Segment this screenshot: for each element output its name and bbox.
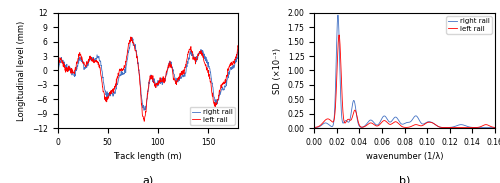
- left rail: [322, 119, 328, 121]
- left rail: [492, 126, 498, 128]
- right rail: [311, 126, 317, 129]
- Line: left rail: left rail: [314, 35, 495, 128]
- Legend: right rail, left rail: right rail, left rail: [190, 107, 235, 125]
- left rail: [176, 79, 182, 81]
- Text: b): b): [399, 175, 410, 183]
- right rail: [176, 77, 182, 79]
- left rail: [191, 59, 197, 61]
- Y-axis label: Longitudinal level (mm): Longitudinal level (mm): [18, 20, 26, 121]
- left rail: [141, 120, 147, 122]
- right rail: [335, 14, 341, 16]
- left rail: [136, 78, 142, 80]
- X-axis label: Track length (m): Track length (m): [114, 152, 182, 161]
- right rail: [448, 126, 454, 128]
- right rail: [191, 57, 197, 59]
- right rail: [136, 74, 142, 76]
- Text: a): a): [142, 175, 154, 183]
- right rail: [54, 70, 60, 73]
- Line: left rail: left rail: [58, 37, 238, 121]
- Legend: right rail, left rail: right rail, left rail: [446, 16, 492, 34]
- left rail: [426, 121, 432, 123]
- left rail: [336, 34, 342, 36]
- left rail: [101, 92, 107, 94]
- right rail: [236, 51, 242, 53]
- right rail: [322, 122, 328, 124]
- left rail: [54, 65, 60, 68]
- Line: right rail: right rail: [58, 38, 238, 110]
- right rail: [129, 37, 135, 39]
- right rail: [426, 121, 432, 123]
- left rail: [448, 126, 454, 129]
- left rail: [128, 36, 134, 38]
- X-axis label: wavenumber (1/λ): wavenumber (1/λ): [366, 152, 444, 161]
- right rail: [421, 123, 427, 125]
- left rail: [456, 126, 462, 129]
- right rail: [86, 60, 92, 62]
- left rail: [416, 124, 422, 127]
- left rail: [162, 77, 168, 80]
- Line: right rail: right rail: [314, 15, 495, 128]
- right rail: [141, 109, 147, 111]
- left rail: [421, 124, 427, 126]
- left rail: [236, 46, 242, 48]
- left rail: [311, 126, 317, 128]
- right rail: [492, 126, 498, 129]
- left rail: [468, 126, 473, 129]
- left rail: [86, 56, 92, 58]
- Y-axis label: SD (×10⁻¹): SD (×10⁻¹): [273, 47, 282, 94]
- right rail: [467, 126, 473, 128]
- right rail: [416, 119, 422, 122]
- right rail: [101, 84, 107, 86]
- right rail: [162, 78, 168, 80]
